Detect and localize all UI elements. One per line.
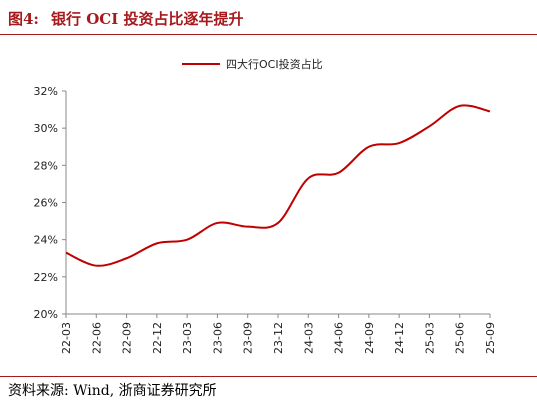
data-point <box>126 257 128 259</box>
data-point <box>65 252 67 254</box>
figure-label: 图4: <box>8 10 39 28</box>
data-point <box>186 239 188 241</box>
data-point <box>459 105 461 107</box>
y-tick-label: 26% <box>34 197 58 210</box>
y-tick-label: 20% <box>34 308 58 321</box>
data-point <box>216 222 218 224</box>
x-tick-label: 22-09 <box>121 322 134 354</box>
figure-header: 图4: 银行 OCI 投资占比逐年提升 <box>8 6 528 32</box>
x-tick-label: 24-09 <box>363 322 376 354</box>
y-tick-label: 24% <box>34 234 58 247</box>
data-point <box>307 177 309 179</box>
y-tick-label: 22% <box>34 271 58 284</box>
data-point <box>398 142 400 144</box>
line-chart: 20% 22% 24% 26% 28% 30% 32% 22-03 22-06 22-09 22-1… <box>34 57 497 354</box>
data-point <box>277 222 279 224</box>
x-tick-label: 22-12 <box>151 322 164 354</box>
x-tick-label: 23-09 <box>242 322 255 354</box>
x-tick-label: 24-03 <box>302 322 315 354</box>
data-point <box>338 172 340 174</box>
x-tick-label: 25-06 <box>454 322 467 354</box>
footer-rule <box>0 376 537 377</box>
data-point <box>95 265 97 267</box>
data-point <box>368 146 370 148</box>
x-tick-label: 24-06 <box>333 322 346 354</box>
x-tick-label: 23-03 <box>181 322 194 354</box>
data-point <box>489 110 491 112</box>
header-rule <box>0 34 537 35</box>
series-line <box>65 104 491 267</box>
figure-title: 银行 OCI 投资占比逐年提升 <box>50 10 244 28</box>
x-tick-label: 23-06 <box>211 322 224 354</box>
x-tick-label: 25-09 <box>484 322 497 354</box>
x-tick-label: 24-12 <box>393 322 406 354</box>
y-tick-label: 32% <box>34 85 58 98</box>
y-tick-label: 28% <box>34 159 58 172</box>
x-tick-label: 22-03 <box>60 322 73 354</box>
x-tick-label: 23-12 <box>272 322 285 354</box>
data-point <box>247 226 249 228</box>
y-tick-label: 30% <box>34 122 58 135</box>
x-tick-label: 25-03 <box>423 322 436 354</box>
legend-label: 四大行OCI投资占比 <box>226 57 323 71</box>
data-point <box>156 242 158 244</box>
data-point <box>428 125 430 127</box>
x-tick-label: 22-06 <box>90 322 103 354</box>
source-note: 资料来源: Wind, 浙商证券研究所 <box>8 383 217 399</box>
